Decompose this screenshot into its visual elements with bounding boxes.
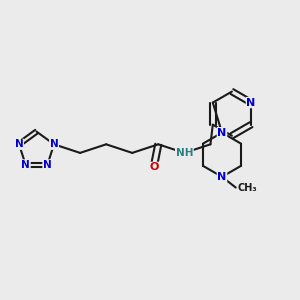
Text: N: N [21, 160, 30, 170]
Text: N: N [218, 128, 226, 138]
Text: N: N [43, 160, 52, 170]
Text: N: N [50, 139, 58, 149]
Text: N: N [218, 172, 226, 182]
Text: NH: NH [176, 148, 193, 158]
Text: O: O [149, 162, 158, 172]
Text: N: N [15, 139, 23, 149]
Text: CH₃: CH₃ [237, 183, 257, 193]
Text: N: N [246, 98, 256, 108]
